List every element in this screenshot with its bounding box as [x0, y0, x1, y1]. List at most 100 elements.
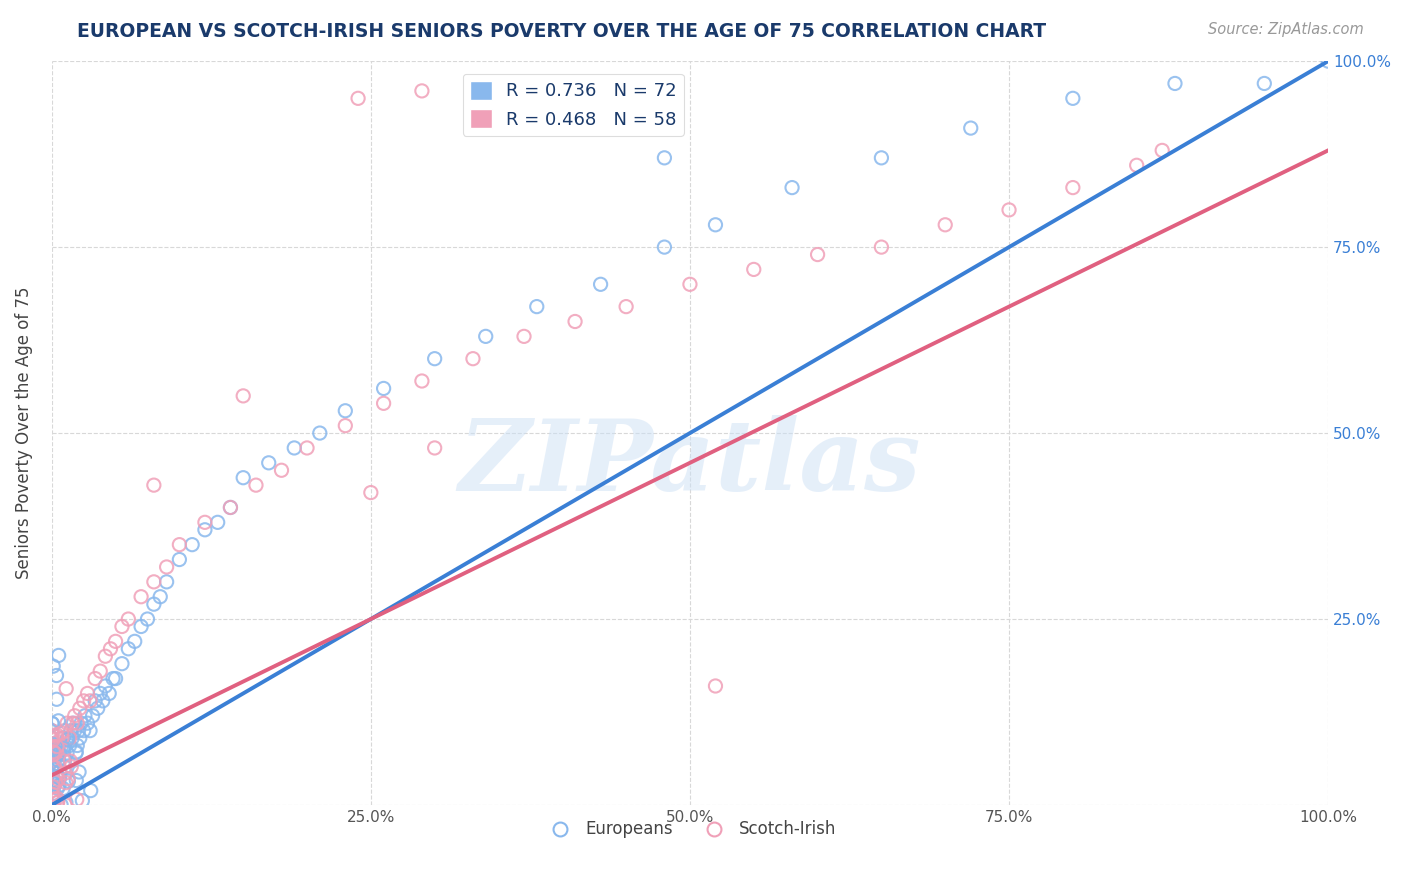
Point	[998, 202, 1021, 217]
Point	[60, 731, 83, 745]
Point	[63, 708, 86, 723]
Point	[69, 731, 91, 745]
Point	[42, 780, 65, 794]
Point	[48, 714, 70, 728]
Point	[1317, 54, 1340, 69]
Point	[207, 516, 229, 530]
Text: Source: ZipAtlas.com: Source: ZipAtlas.com	[1208, 22, 1364, 37]
Point	[67, 723, 90, 738]
Point	[41, 787, 63, 801]
Point	[181, 538, 204, 552]
Point	[245, 478, 267, 492]
Point	[959, 121, 981, 136]
Point	[1152, 144, 1174, 158]
Point	[89, 664, 111, 678]
Point	[44, 777, 66, 791]
Point	[56, 716, 79, 731]
Point	[46, 791, 69, 805]
Point	[335, 403, 357, 417]
Point	[44, 738, 66, 752]
Point	[65, 773, 87, 788]
Point	[461, 351, 484, 366]
Point	[53, 797, 76, 812]
Point	[156, 560, 179, 574]
Point	[100, 641, 122, 656]
Point	[41, 723, 63, 738]
Point	[219, 500, 242, 515]
Point	[48, 772, 70, 787]
Point	[513, 91, 536, 105]
Point	[73, 723, 96, 738]
Point	[45, 692, 67, 706]
Point	[41, 731, 63, 745]
Point	[69, 701, 91, 715]
Point	[52, 754, 75, 768]
Point	[51, 731, 73, 745]
Point	[42, 786, 65, 800]
Point	[870, 151, 893, 165]
Point	[82, 708, 104, 723]
Point	[60, 716, 83, 731]
Point	[41, 716, 63, 731]
Point	[589, 277, 612, 292]
Point	[58, 731, 80, 745]
Point	[45, 746, 67, 760]
Point	[52, 731, 75, 745]
Point	[780, 180, 803, 194]
Point	[46, 739, 69, 754]
Point	[48, 747, 70, 761]
Point	[46, 753, 69, 767]
Point	[679, 277, 702, 292]
Point	[373, 396, 395, 410]
Point	[56, 732, 79, 747]
Point	[48, 779, 70, 793]
Point	[66, 739, 89, 753]
Point	[91, 694, 114, 708]
Point	[84, 694, 107, 708]
Point	[232, 471, 254, 485]
Point	[742, 262, 765, 277]
Point	[232, 389, 254, 403]
Point	[45, 668, 67, 682]
Point	[1062, 180, 1084, 194]
Point	[73, 708, 96, 723]
Point	[41, 739, 63, 753]
Point	[934, 218, 956, 232]
Point	[65, 745, 87, 759]
Point	[44, 760, 66, 774]
Point	[52, 781, 75, 796]
Point	[360, 485, 382, 500]
Point	[41, 761, 63, 775]
Point	[149, 590, 172, 604]
Point	[41, 768, 63, 782]
Point	[44, 747, 66, 761]
Point	[335, 418, 357, 433]
Point	[704, 218, 727, 232]
Point	[48, 771, 70, 785]
Point	[44, 792, 66, 806]
Point	[136, 612, 159, 626]
Point	[627, 91, 650, 105]
Point	[347, 91, 370, 105]
Point	[67, 764, 90, 779]
Point	[156, 574, 179, 589]
Point	[76, 686, 98, 700]
Point	[654, 240, 676, 254]
Point	[84, 672, 107, 686]
Point	[79, 723, 101, 738]
Point	[72, 794, 94, 808]
Point	[41, 746, 63, 760]
Point	[41, 789, 63, 804]
Point	[41, 753, 63, 767]
Point	[564, 314, 586, 328]
Point	[80, 783, 103, 797]
Point	[129, 590, 152, 604]
Point	[55, 681, 77, 696]
Point	[704, 679, 727, 693]
Point	[60, 760, 83, 774]
Point	[51, 726, 73, 740]
Legend: Europeans, Scotch-Irish: Europeans, Scotch-Irish	[537, 814, 844, 845]
Point	[55, 775, 77, 789]
Point	[411, 84, 433, 98]
Point	[41, 753, 63, 767]
